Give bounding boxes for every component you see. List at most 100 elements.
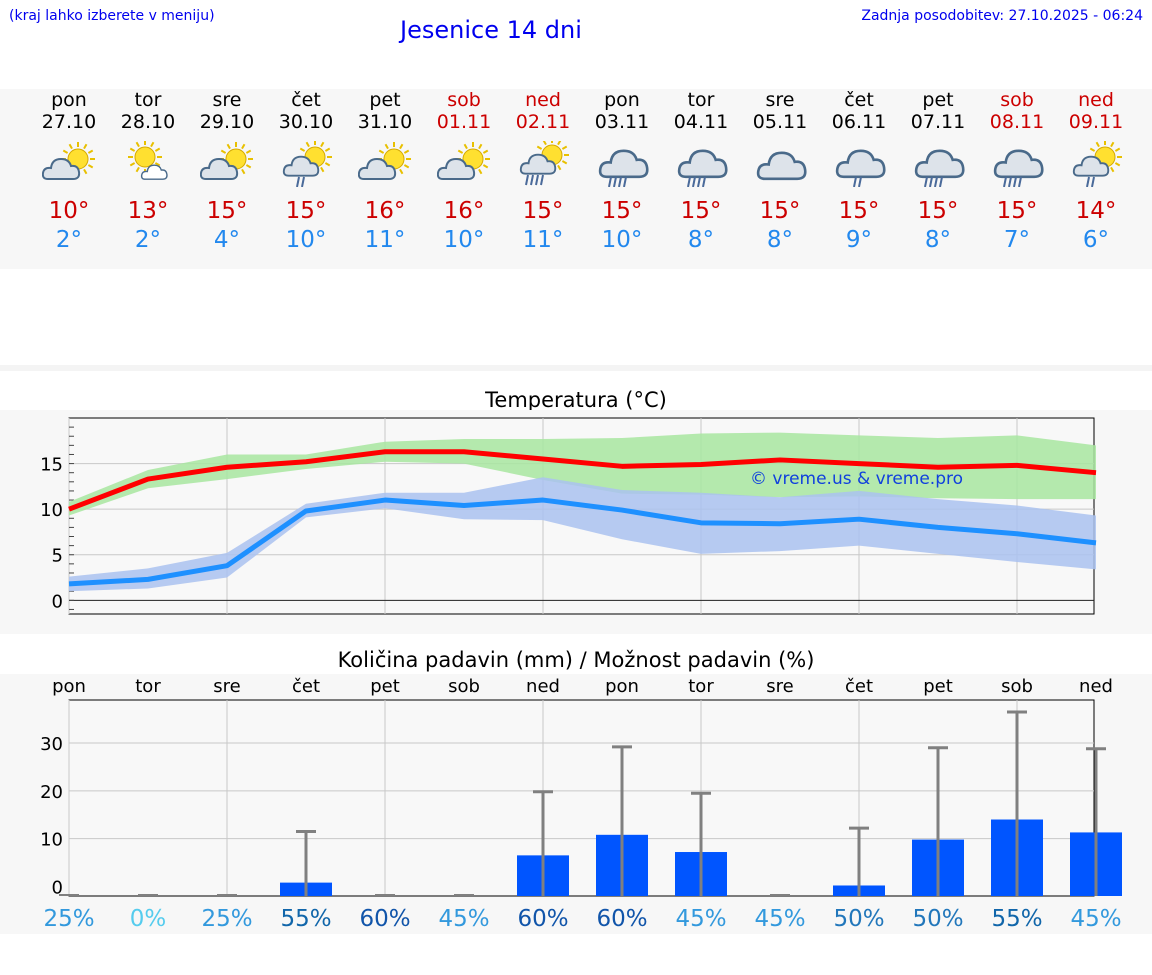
sun-cloud-light-rain-icon bbox=[282, 141, 332, 187]
forecast-high-temp: 14° bbox=[1075, 198, 1117, 224]
y-tick-label: 10 bbox=[40, 500, 63, 521]
forecast-high-temp: 15° bbox=[996, 198, 1038, 224]
forecast-date: 02.11 bbox=[515, 111, 571, 133]
precip-chance-label: 50% bbox=[833, 906, 884, 932]
forecast-low-temp: 8° bbox=[924, 227, 952, 253]
forecast-high-temp: 15° bbox=[838, 198, 880, 224]
forecast-date: 06.11 bbox=[831, 111, 887, 133]
x-category-label: sre bbox=[213, 676, 240, 697]
forecast-high-temp: 16° bbox=[364, 198, 406, 224]
precip-chance-label: 45% bbox=[675, 906, 726, 932]
forecast-weekday: sob bbox=[1000, 89, 1034, 111]
forecast-weekday: pet bbox=[922, 89, 954, 111]
forecast-date: 04.11 bbox=[673, 111, 729, 133]
forecast-day: pet 31.10 16° 11° bbox=[346, 89, 424, 259]
y-tick-label: 0 bbox=[52, 877, 63, 898]
forecast-day: tor 04.11 15° 8° bbox=[662, 89, 740, 259]
x-category-label: tor bbox=[135, 676, 161, 697]
y-tick-label: 5 bbox=[52, 546, 63, 567]
forecast-day: sre 05.11 15° 8° bbox=[741, 89, 819, 259]
partly-cloudy-sun-icon bbox=[42, 142, 95, 180]
cloud-rain-icon bbox=[677, 149, 728, 187]
forecast-low-temp: 6° bbox=[1082, 227, 1110, 253]
x-category-label: pet bbox=[370, 676, 400, 697]
forecast-date: 08.11 bbox=[989, 111, 1045, 133]
x-category-label: pon bbox=[605, 676, 639, 697]
forecast-low-temp: 9° bbox=[845, 227, 873, 253]
forecast-day: tor 28.10 13° 2° bbox=[109, 89, 187, 259]
forecast-date: 31.10 bbox=[357, 111, 413, 133]
precip-chance-label: 45% bbox=[438, 906, 489, 932]
forecast-date: 29.10 bbox=[199, 111, 255, 133]
forecast-high-temp: 10° bbox=[48, 198, 90, 224]
precip-chance-label: 60% bbox=[359, 906, 410, 932]
cloud-rain-icon bbox=[993, 149, 1044, 187]
forecast-low-temp: 10° bbox=[601, 227, 643, 253]
precip-chance-label: 50% bbox=[912, 906, 963, 932]
forecast-day: pon 27.10 10° 2° bbox=[30, 89, 108, 259]
y-tick-label: 0 bbox=[52, 591, 63, 612]
forecast-weekday: sre bbox=[212, 89, 242, 111]
y-tick-label: 10 bbox=[40, 830, 63, 851]
forecast-high-temp: 15° bbox=[601, 198, 643, 224]
forecast-high-temp: 15° bbox=[680, 198, 722, 224]
x-category-label: ned bbox=[1079, 676, 1113, 697]
forecast-day: sob 01.11 16° 10° bbox=[425, 89, 503, 259]
forecast-low-temp: 2° bbox=[55, 227, 83, 253]
x-category-label: pon bbox=[52, 676, 86, 697]
forecast-high-temp: 15° bbox=[759, 198, 801, 224]
partly-cloudy-sun-icon bbox=[437, 142, 490, 180]
forecast-high-temp: 16° bbox=[443, 198, 485, 224]
precip-chance-label: 45% bbox=[754, 906, 805, 932]
y-tick-label: 30 bbox=[40, 734, 63, 755]
forecast-weekday: ned bbox=[1078, 89, 1114, 111]
precipitation-chart: pon tor sre čet pet sob ned pon tor sre čet pet sob n… bbox=[40, 676, 1122, 932]
forecast-weekday: sre bbox=[765, 89, 795, 111]
precip-chance-label: 60% bbox=[517, 906, 568, 932]
x-category-label: čet bbox=[292, 676, 320, 697]
precip-chance-label: 0% bbox=[130, 906, 167, 932]
forecast-high-temp: 15° bbox=[206, 198, 248, 224]
forecast-low-temp: 11° bbox=[522, 227, 564, 253]
forecast-low-temp: 10° bbox=[443, 227, 485, 253]
forecast-day: pet 07.11 15° 8° bbox=[899, 89, 977, 259]
forecast-weekday: tor bbox=[134, 89, 162, 111]
cloud-icon bbox=[756, 151, 807, 181]
forecast-day: sob 08.11 15° 7° bbox=[978, 89, 1056, 259]
forecast-low-temp: 8° bbox=[687, 227, 715, 253]
temperature-chart: 0 5 10 15 © vreme.us & vreme.pro bbox=[40, 417, 1097, 615]
cloud-rain-icon bbox=[914, 149, 965, 187]
precip-chance-label: 55% bbox=[280, 906, 331, 932]
temperature-panel: 0 5 10 15 © vreme.us & vreme.pro bbox=[0, 410, 1152, 634]
precip-chance-label: 25% bbox=[43, 906, 94, 932]
forecast-high-temp: 15° bbox=[522, 198, 564, 224]
forecast-strip: pon 27.10 10° 2° tor 28.10 13° 2° sre 29.10 15° 4° č… bbox=[0, 89, 1152, 269]
forecast-low-temp: 8° bbox=[766, 227, 794, 253]
forecast-high-temp: 15° bbox=[285, 198, 327, 224]
forecast-high-temp: 13° bbox=[127, 198, 169, 224]
forecast-day: ned 02.11 15° 11° bbox=[504, 89, 582, 259]
forecast-low-temp: 11° bbox=[364, 227, 406, 253]
x-category-label: ned bbox=[526, 676, 560, 697]
forecast-date: 01.11 bbox=[436, 111, 492, 133]
x-category-label: čet bbox=[845, 676, 873, 697]
min-temp-line bbox=[68, 497, 1097, 587]
forecast-low-temp: 7° bbox=[1003, 227, 1031, 253]
y-tick-label: 15 bbox=[40, 455, 63, 476]
forecast-date: 27.10 bbox=[41, 111, 97, 133]
page-title: Jesenice 14 dni bbox=[400, 16, 582, 44]
forecast-day: pon 03.11 15° 10° bbox=[583, 89, 661, 259]
sun-cloud-light-rain-icon bbox=[1072, 141, 1122, 187]
forecast-day: ned 09.11 14° 6° bbox=[1057, 89, 1135, 259]
precip-chance-label: 55% bbox=[991, 906, 1042, 932]
forecast-weekday: ned bbox=[525, 89, 561, 111]
precip-chance-label: 45% bbox=[1070, 906, 1121, 932]
forecast-date: 28.10 bbox=[120, 111, 176, 133]
x-category-label: pet bbox=[923, 676, 953, 697]
forecast-weekday: pon bbox=[51, 89, 87, 111]
forecast-weekday: čet bbox=[291, 89, 321, 111]
precipitation-panel: pon tor sre čet pet sob ned pon tor sre čet pet sob n… bbox=[0, 674, 1152, 934]
max-temp-line bbox=[68, 449, 1097, 512]
forecast-weekday: pet bbox=[369, 89, 401, 111]
x-category-label: sob bbox=[448, 676, 480, 697]
